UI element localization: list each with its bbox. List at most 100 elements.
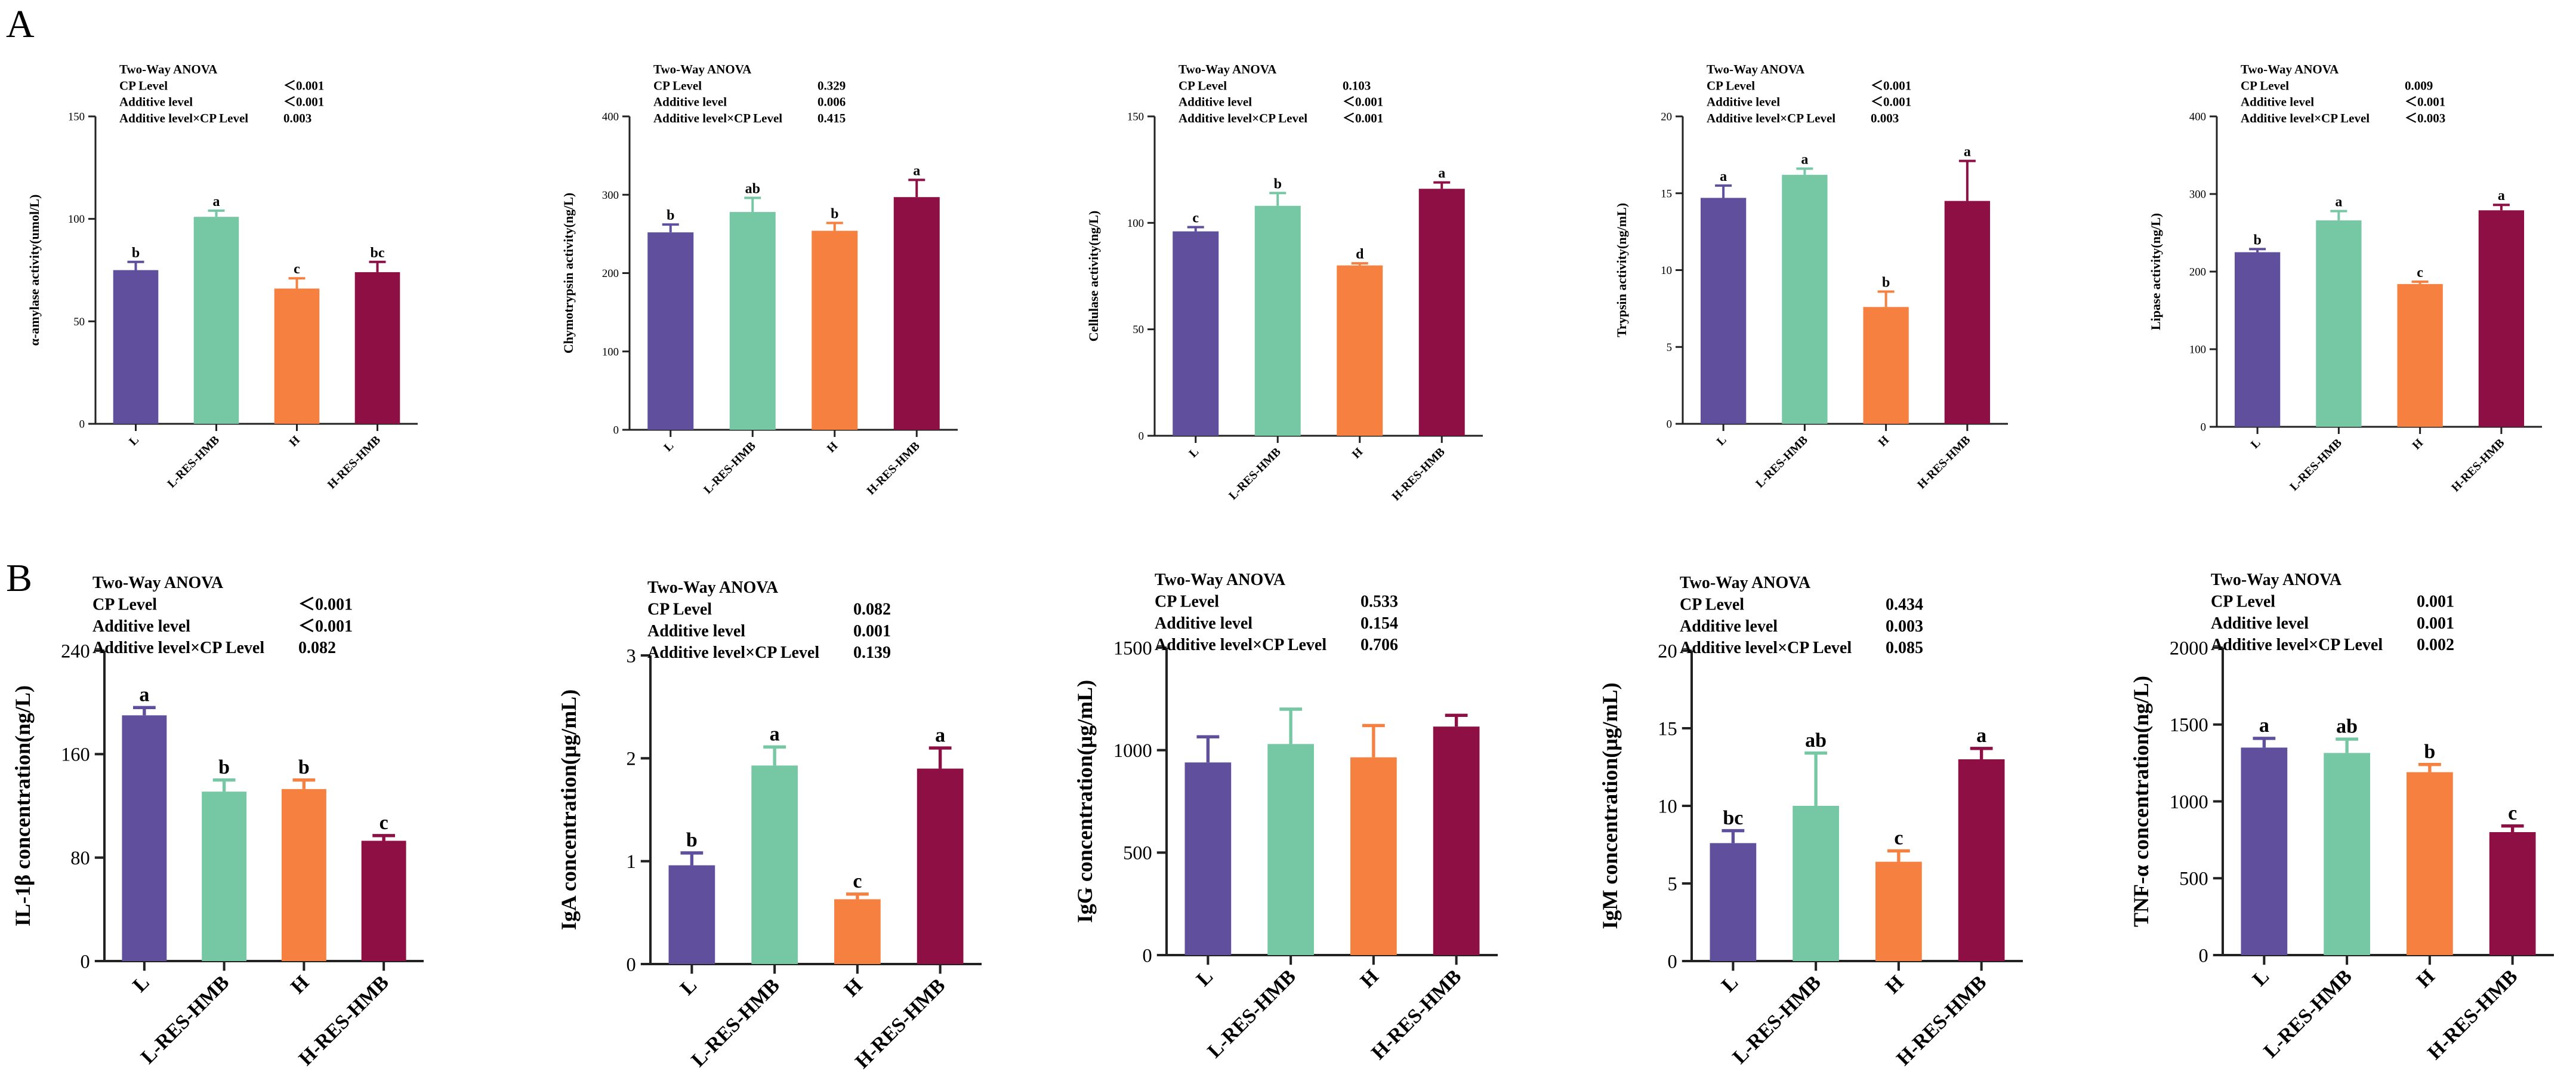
bar-2	[202, 792, 247, 961]
anova-row-label: Additive level×CP Level	[92, 639, 264, 657]
anova-row-label: CP Level	[119, 78, 168, 93]
panel-label-b: B	[6, 556, 32, 600]
anova-row-label: Additive level×CP Level	[1155, 636, 1326, 654]
significance-letter: a	[2259, 715, 2269, 737]
significance-letter: c	[853, 870, 862, 892]
y-tick-label: 5	[1667, 341, 1672, 354]
category-label: L	[676, 974, 701, 999]
y-tick-label: 300	[602, 189, 619, 202]
anova-row-label: Additive level×CP Level	[1179, 111, 1307, 125]
significance-letter: a	[2335, 195, 2342, 210]
y-tick-label: 240	[61, 641, 90, 662]
anova-row-value: 0.003	[1871, 111, 1899, 125]
anova-title: Two-Way ANOVA	[1707, 62, 1805, 76]
anova-row-label: CP Level	[1155, 592, 1219, 611]
y-axis-label: α-amylase activity(umol/L)	[27, 195, 42, 346]
category-label: H	[1876, 433, 1892, 449]
bar-3	[2407, 772, 2453, 955]
anova-row-label: Additive level	[1179, 95, 1252, 109]
y-axis-label: IgG concentration(μg/mL)	[1073, 680, 1097, 923]
category-label: L-RES-HMB	[1753, 433, 1810, 491]
y-tick-label: 50	[1133, 324, 1144, 336]
anova-row-label: CP Level	[1680, 595, 1744, 614]
anova-row-value: 0.003	[283, 111, 311, 125]
significance-letter: c	[2417, 265, 2423, 281]
bar-1	[668, 865, 715, 964]
anova-row-label: Additive level	[2241, 95, 2314, 109]
anova-row-label: CP Level	[1179, 78, 1227, 93]
bar-4	[1958, 759, 2005, 961]
anova-title: Two-Way ANOVA	[647, 578, 779, 597]
bar-1	[2234, 252, 2281, 427]
y-tick-label: 80	[70, 848, 90, 869]
anova-row-label: CP Level	[2241, 78, 2289, 93]
bar-2	[1793, 806, 1839, 961]
anova-row-value: 0.434	[1886, 595, 1923, 614]
y-tick-label: 0	[1667, 951, 1677, 972]
y-tick-label: 20	[1661, 111, 1672, 124]
y-tick-label: 1000	[2170, 792, 2208, 813]
bar-3	[2397, 284, 2443, 427]
significance-letter: a	[935, 724, 945, 746]
category-label: L	[127, 433, 141, 448]
category-label: H	[1356, 965, 1383, 992]
y-axis-label: Trypsin activity(ng/mL)	[1614, 203, 1629, 337]
bar-2	[729, 212, 776, 430]
y-tick-label: 0	[613, 424, 619, 437]
significance-letter: a	[1976, 725, 1986, 747]
y-tick-label: 3	[626, 645, 635, 667]
y-tick-label: 200	[602, 267, 619, 280]
significance-letter: a	[1801, 152, 1808, 168]
bar-1	[1184, 762, 1232, 955]
bar-3	[1875, 861, 1922, 961]
anova-row-value: 0.001	[2417, 614, 2454, 633]
category-label: L	[1717, 971, 1742, 996]
bar-1	[113, 270, 159, 424]
y-tick-label: 2	[626, 749, 635, 770]
y-tick-label: 200	[2189, 266, 2206, 279]
anova-title: Two-Way ANOVA	[2241, 62, 2339, 76]
y-tick-label: 10	[1658, 796, 1677, 817]
category-label: L-RES-HMB	[701, 439, 758, 497]
anova-title: Two-Way ANOVA	[2211, 571, 2342, 589]
y-tick-label: 160	[61, 744, 90, 766]
y-tick-label: 300	[2189, 189, 2206, 201]
significance-letter: ab	[745, 181, 760, 197]
significance-letter: b	[831, 207, 838, 222]
y-tick-label: 150	[1127, 111, 1144, 124]
anova-row-value: 0.085	[1886, 639, 1923, 657]
y-tick-label: 500	[1123, 843, 1152, 864]
anova-title: Two-Way ANOVA	[119, 62, 218, 76]
significance-letter: a	[2498, 188, 2505, 204]
bar-2	[1254, 205, 1301, 436]
anova-row-value: 0.139	[853, 643, 891, 662]
anova-row-label: Additive level	[647, 622, 745, 641]
y-tick-label: 5	[1667, 873, 1677, 895]
y-tick-label: 50	[73, 316, 85, 328]
y-tick-label: 20	[1658, 641, 1677, 662]
significance-letter: b	[667, 208, 674, 223]
y-tick-label: 0	[1139, 430, 1144, 443]
bar-2	[2324, 753, 2370, 955]
y-tick-label: 400	[2189, 111, 2206, 124]
category-label: L-RES-HMB	[1204, 965, 1300, 1062]
category-label: L	[1192, 965, 1217, 990]
anova-row-value: 0.009	[2405, 78, 2433, 93]
anova-row-value: ＜0.001	[1343, 111, 1383, 125]
category-label: L	[2248, 436, 2263, 451]
chart-1: 0 50 100 150 α-amylase activity(umol/L) b La L-…	[27, 62, 418, 491]
bar-3	[1337, 265, 1383, 436]
anova-row-value: 0.154	[1361, 614, 1398, 633]
significance-letter: a	[1964, 144, 1971, 160]
anova-row-label: Additive level	[1680, 617, 1778, 636]
significance-letter: a	[770, 723, 780, 746]
anova-row-value: 0.082	[298, 639, 336, 657]
y-tick-label: 0	[1667, 418, 1672, 431]
significance-letter: bc	[371, 245, 385, 261]
significance-letter: b	[218, 756, 230, 778]
category-label: L	[129, 971, 154, 996]
significance-letter: c	[1192, 210, 1199, 226]
anova-row-value: 0.001	[2417, 592, 2454, 611]
category-label: H	[1881, 971, 1908, 998]
